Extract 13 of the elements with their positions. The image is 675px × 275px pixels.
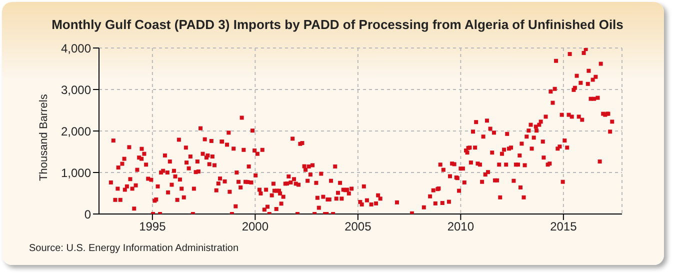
x-tick-label: 2015 <box>550 220 578 234</box>
y-tick-label: 1,000 <box>60 166 92 180</box>
y-axis-title: Thousand Barrels <box>38 94 50 181</box>
chart-title: Monthly Gulf Coast (PADD 3) Imports by PADD of Processing from Algeria of Unfinished Oils <box>50 17 624 32</box>
y-tick-label: 3,000 <box>60 82 92 97</box>
source-note: Source: U.S. Energy Information Administration <box>29 243 239 254</box>
y-tick-label: 4,000 <box>60 41 92 56</box>
y-tick-label: 0 <box>84 207 92 222</box>
x-tick-label: 2005 <box>344 220 372 234</box>
x-tick-label: 1995 <box>139 220 166 234</box>
x-tick-label: 2010 <box>447 220 474 234</box>
x-tick-label: 2000 <box>242 220 269 234</box>
y-tick-label: 2,000 <box>60 124 92 138</box>
